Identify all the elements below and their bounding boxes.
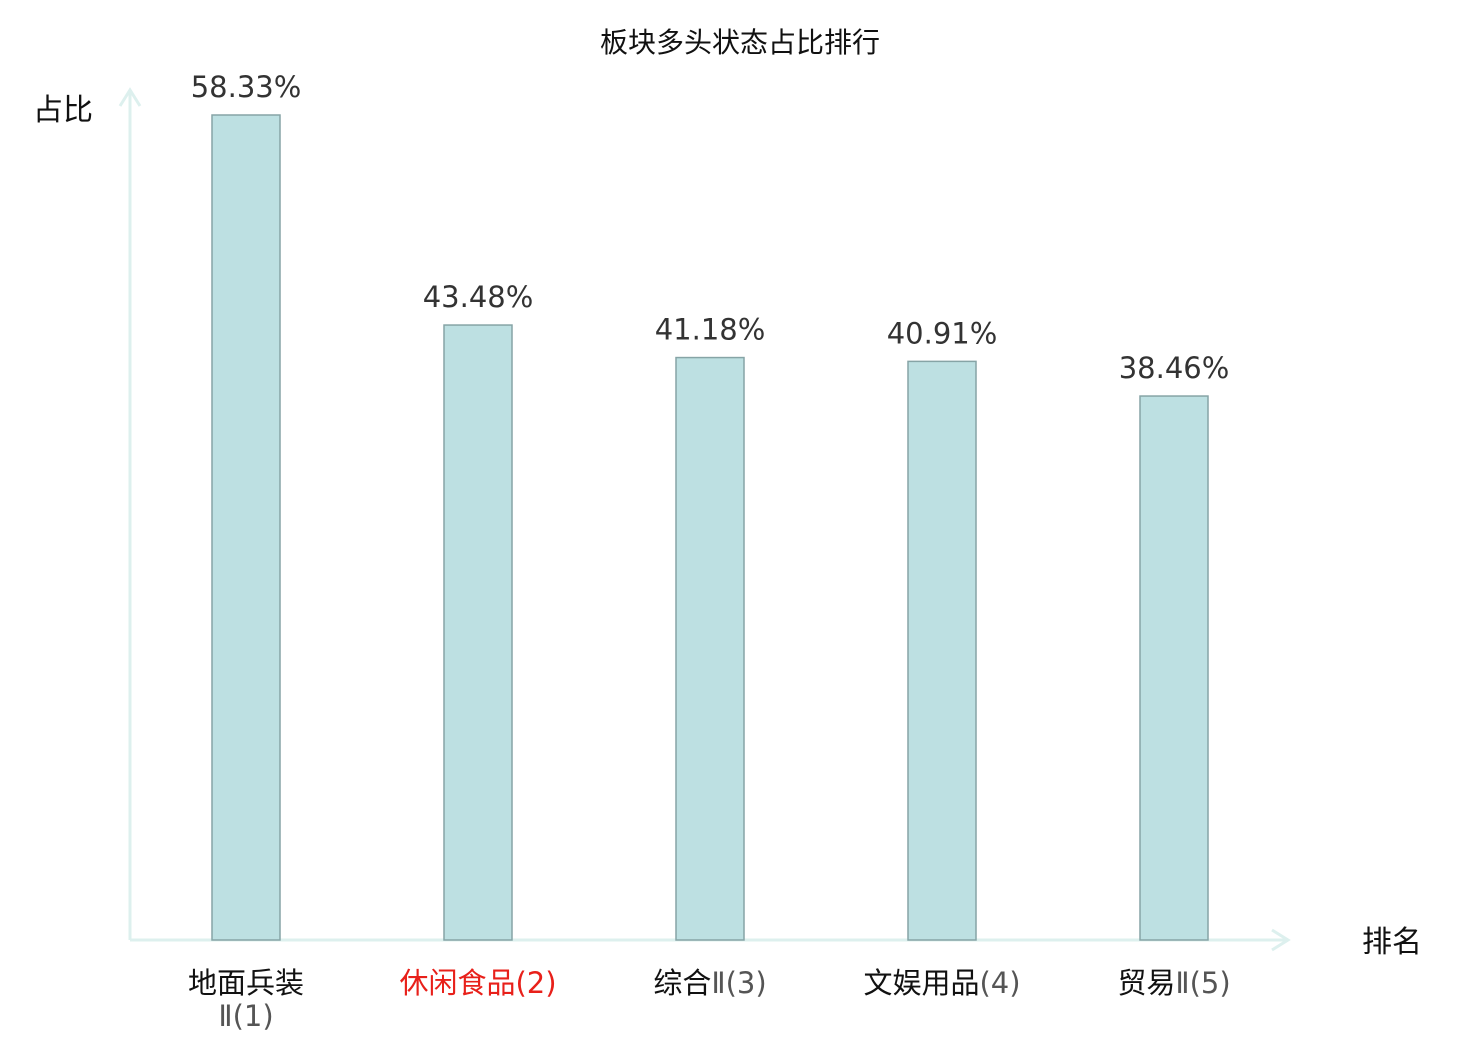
x-tick-labels-group: 地面兵装 Ⅱ(1) 休闲食品(2) 综合Ⅱ(3) 文娱用品(4) 贸易Ⅱ(5) [188, 966, 1231, 1033]
bar-value-label: 38.46% [1119, 351, 1230, 385]
x-tick-name: 综合 [653, 966, 711, 1000]
bar-value-label: 40.91% [887, 316, 998, 350]
bar-value-label: 41.18% [655, 313, 766, 347]
bar [907, 360, 977, 941]
x-tick-name: 文娱用品 [863, 966, 979, 1000]
x-tick-rank: (2) [515, 966, 556, 1000]
y-axis-label: 占比 [33, 93, 93, 128]
x-tick-rank: (4) [979, 966, 1020, 1000]
x-axis-label: 排名 [1362, 925, 1422, 960]
bars-group [211, 114, 1209, 941]
x-tick-label: 贸易Ⅱ(5) [1117, 966, 1230, 1000]
x-tick-rank: Ⅱ(3) [711, 966, 766, 1000]
x-tick-rank: Ⅱ(5) [1175, 966, 1230, 1000]
x-tick-label: 文娱用品(4) [863, 966, 1020, 1000]
bar [675, 356, 745, 941]
x-tick-label: 休闲食品(2) [399, 966, 556, 1000]
x-tick-name: 地面兵装 [188, 966, 304, 1000]
chart-title: 板块多头状态占比排行 [600, 26, 880, 59]
bar-value-label: 58.33% [191, 70, 302, 104]
x-tick-label: 地面兵装 Ⅱ(1) [188, 966, 304, 1033]
value-labels-group: 58.33% 43.48% 41.18% 40.91% 38.46% [191, 70, 1230, 385]
bar [211, 114, 281, 941]
bar-value-label: 43.48% [423, 280, 534, 314]
y-axis [118, 87, 142, 940]
x-tick-name: 贸易 [1117, 966, 1175, 1000]
x-tick-label: 综合Ⅱ(3) [653, 966, 766, 1000]
bar [443, 324, 513, 941]
x-tick-rank: Ⅱ(1) [218, 999, 273, 1033]
x-tick-name: 休闲食品 [399, 966, 515, 1000]
bar [1139, 395, 1209, 941]
